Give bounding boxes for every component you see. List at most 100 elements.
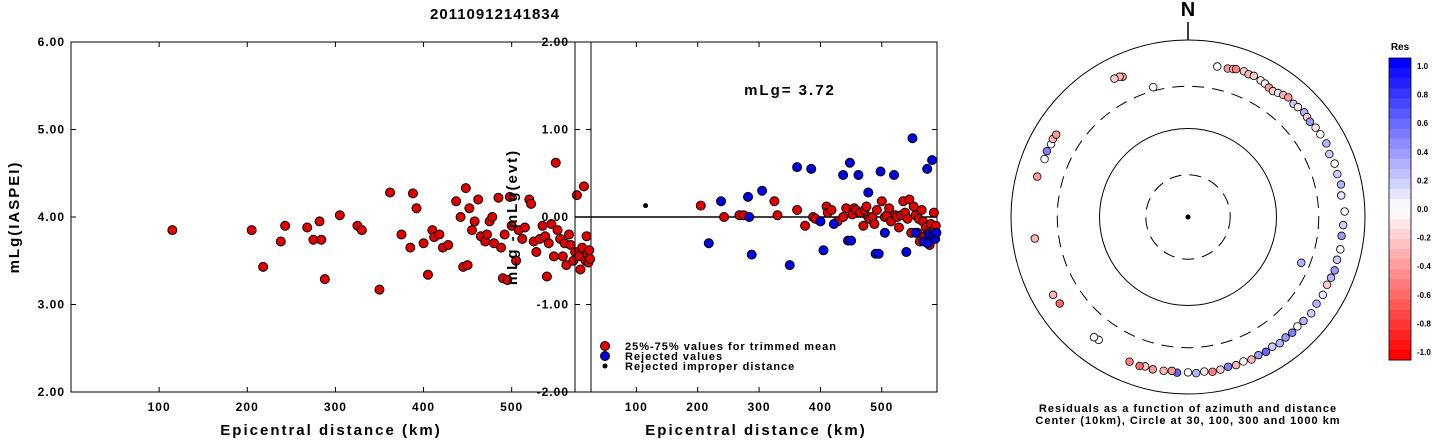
colorbar-tick-label: -1.0 — [1417, 348, 1431, 357]
station-point — [1322, 280, 1332, 290]
colorbar-segment — [1389, 249, 1411, 260]
rejected-point — [716, 196, 727, 207]
colorbar-segment — [1389, 148, 1411, 160]
station-point — [1110, 74, 1119, 83]
data-point — [405, 242, 416, 253]
mlg-annotation: mLg= 3.72 — [744, 82, 836, 99]
data-point — [561, 260, 572, 271]
data-point — [374, 284, 385, 295]
rejected-point — [879, 227, 890, 238]
station-point — [1040, 154, 1049, 164]
trimmed-mean-point — [719, 212, 730, 222]
legend-label: Rejected improper distance — [625, 361, 795, 373]
data-point — [493, 192, 504, 203]
rejected-point — [838, 170, 849, 180]
station-point — [1200, 367, 1209, 376]
data-point — [575, 264, 586, 275]
data-point — [469, 216, 480, 227]
y-axis-label: mLg(IASPEI) — [6, 161, 23, 274]
colorbar-segment — [1389, 229, 1411, 240]
data-point — [434, 229, 445, 240]
x-tick-label: 200 — [236, 400, 259, 414]
colorbar-segment — [1389, 279, 1411, 291]
map-caption-line2: Center (10km), Circle at 30, 100, 300 an… — [1035, 415, 1340, 427]
data-point — [462, 260, 473, 271]
data-point — [302, 222, 313, 233]
data-point — [319, 274, 330, 285]
station-point — [1275, 339, 1284, 348]
station-point — [1216, 365, 1225, 374]
colorbar-segment — [1389, 299, 1411, 311]
station-point — [1167, 366, 1177, 376]
rejected-point — [931, 227, 942, 238]
station-point — [1293, 322, 1302, 331]
trimmed-mean-point — [800, 220, 811, 231]
station-point — [1249, 71, 1259, 81]
trimmed-mean-point — [876, 196, 887, 207]
station-point — [1239, 357, 1248, 366]
y-tick-label: 2.00 — [38, 385, 65, 399]
colorbar-segment — [1389, 98, 1411, 109]
station-point — [1231, 65, 1241, 74]
rejected-point — [853, 170, 864, 180]
rejected-point — [901, 247, 912, 257]
legend-marker — [602, 363, 608, 369]
colorbar-segment — [1389, 219, 1411, 230]
colorbar-segment — [1389, 108, 1411, 119]
rejected-point — [927, 155, 938, 166]
data-point — [407, 188, 418, 199]
station-point — [1268, 342, 1277, 351]
data-point — [314, 216, 325, 227]
data-point — [499, 229, 510, 240]
station-point — [1254, 350, 1263, 360]
rejected-point — [792, 162, 803, 173]
colorbar-tick-label: 0.4 — [1417, 148, 1429, 157]
rejected-point — [873, 248, 884, 259]
data-point — [258, 261, 269, 272]
colorbar-segment — [1389, 269, 1411, 280]
station-point — [1330, 159, 1339, 168]
data-point — [548, 251, 559, 262]
rejected-point — [744, 212, 755, 222]
y-tick-label: 1.00 — [542, 123, 569, 137]
map-caption-line1: Residuals as a function of azimuth and d… — [1039, 403, 1337, 415]
rejected-point — [806, 163, 817, 174]
colorbar-segment — [1389, 128, 1411, 140]
rejected-point — [922, 163, 933, 174]
data-point — [578, 181, 589, 192]
data-point — [496, 242, 507, 253]
x-tick-label: 500 — [500, 400, 523, 414]
colorbar-segment — [1389, 198, 1411, 210]
colorbar-tick-label: -0.4 — [1417, 262, 1431, 271]
legend-marker — [600, 341, 610, 351]
rejected-point — [828, 219, 839, 229]
colorbar-title: Res — [1391, 42, 1410, 53]
colorbar-segment — [1389, 78, 1411, 89]
trimmed-mean-point — [695, 200, 706, 211]
data-point — [531, 247, 542, 257]
colorbar-tick-label: 0.8 — [1417, 91, 1429, 100]
data-point — [451, 196, 462, 207]
station-point — [1336, 180, 1346, 189]
page-title: 20110912141834 — [430, 6, 560, 23]
trimmed-mean-point — [869, 219, 880, 229]
trimmed-mean-point — [858, 220, 869, 231]
data-point — [385, 187, 396, 198]
station-point — [1299, 316, 1308, 326]
x-tick-label: 100 — [148, 400, 171, 414]
data-point — [563, 229, 574, 240]
rejected-point — [875, 166, 886, 177]
north-label: N — [1181, 0, 1195, 21]
data-point — [455, 212, 466, 222]
station-point — [1055, 299, 1064, 308]
colorbar-segment — [1389, 239, 1411, 250]
station-point — [1030, 234, 1039, 243]
trimmed-mean-point — [893, 222, 904, 233]
station-point — [1231, 360, 1241, 370]
station-point — [1337, 231, 1346, 241]
rejected-point — [846, 235, 857, 246]
station-point — [1338, 220, 1348, 230]
data-point — [443, 240, 454, 250]
colorbar-segment — [1389, 68, 1411, 79]
colorbar-segment — [1389, 118, 1411, 129]
